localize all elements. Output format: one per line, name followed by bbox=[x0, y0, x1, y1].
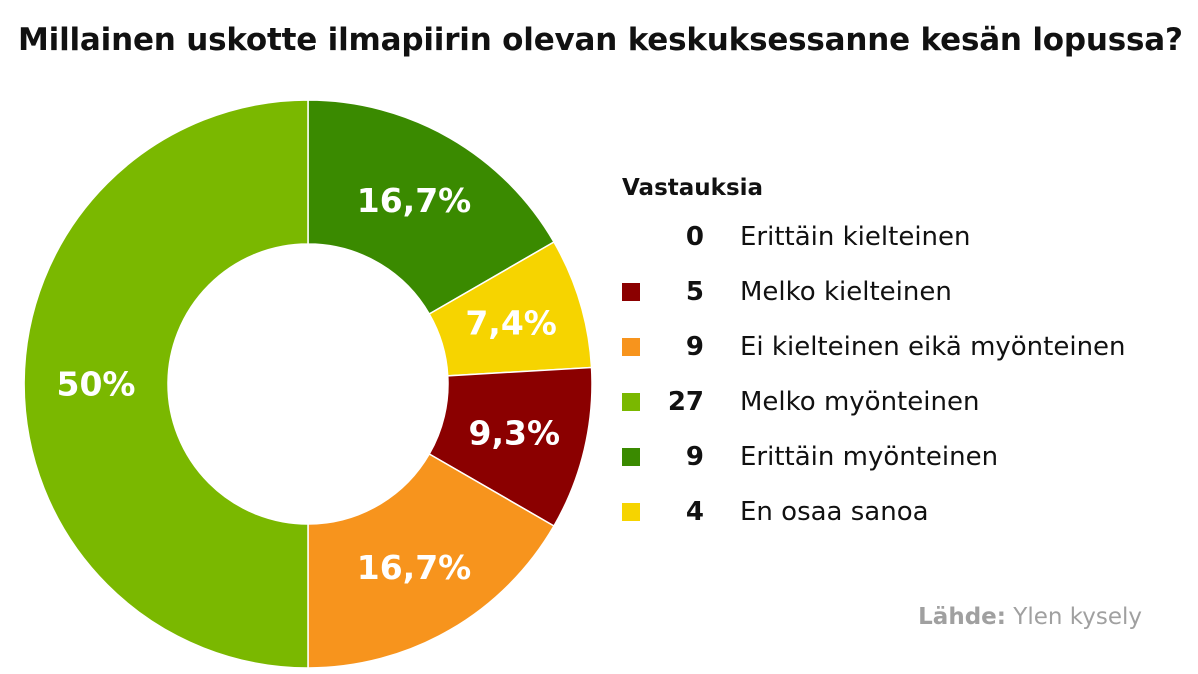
legend-item-melko-myonteinen: 27 Melko myönteinen bbox=[622, 386, 979, 441]
donut-slice-label-4: 50% bbox=[57, 365, 136, 404]
legend-swatch bbox=[622, 448, 640, 466]
legend-label: Erittäin myönteinen bbox=[740, 442, 999, 472]
legend: Vastauksia 0 Erittäin kielteinen 5 Melko… bbox=[622, 172, 1126, 551]
donut-slice-0 bbox=[307, 99, 555, 316]
donut-slices bbox=[23, 99, 593, 669]
source-prefix: Lähde: bbox=[918, 604, 1006, 630]
legend-count: 5 bbox=[685, 277, 704, 307]
donut-slice-labels: 16,7% 7,4% 9,3% 16,7% 50% bbox=[57, 181, 561, 587]
legend-count: 0 bbox=[685, 222, 704, 252]
legend-count: 9 bbox=[685, 442, 704, 472]
source-note: Lähde: Ylen kysely bbox=[918, 604, 1142, 630]
legend-item-erittain-kielteinen: 0 Erittäin kielteinen bbox=[622, 221, 971, 276]
donut-slice-3 bbox=[307, 452, 555, 669]
legend-label: Erittäin kielteinen bbox=[740, 222, 971, 252]
legend-item-erittain-myonteinen: 9 Erittäin myönteinen bbox=[622, 441, 998, 496]
donut-slice-label-3: 16,7% bbox=[357, 548, 472, 587]
chart-title: Millainen uskotte ilmapiirin olevan kesk… bbox=[18, 22, 1183, 58]
legend-swatch bbox=[622, 228, 640, 246]
donut-chart: 16,7% 7,4% 9,3% 16,7% 50% bbox=[23, 99, 593, 669]
legend-label: En osaa sanoa bbox=[740, 497, 929, 527]
legend-title: Vastauksia bbox=[622, 175, 764, 201]
legend-count: 9 bbox=[685, 332, 704, 362]
legend-item-melko-kielteinen: 5 Melko kielteinen bbox=[622, 276, 952, 331]
donut-slice-label-0: 16,7% bbox=[357, 181, 472, 220]
legend-count: 4 bbox=[685, 497, 704, 527]
donut-slice-4 bbox=[23, 99, 309, 669]
legend-item-en-osaa-sanoa: 4 En osaa sanoa bbox=[622, 496, 929, 551]
legend-item-ei-kielteinen-eika-myonteinen: 9 Ei kielteinen eikä myönteinen bbox=[622, 331, 1126, 386]
legend-label: Melko myönteinen bbox=[740, 387, 980, 417]
legend-swatch bbox=[622, 393, 640, 411]
legend-swatch bbox=[622, 503, 640, 521]
legend-label: Melko kielteinen bbox=[740, 277, 952, 307]
legend-swatch bbox=[622, 283, 640, 301]
legend-swatch bbox=[622, 338, 640, 356]
source-text: Ylen kysely bbox=[1013, 604, 1142, 630]
donut-slice-label-1: 7,4% bbox=[465, 304, 557, 343]
legend-label: Ei kielteinen eikä myönteinen bbox=[740, 332, 1126, 362]
donut-slice-label-2: 9,3% bbox=[469, 413, 561, 452]
legend-count: 27 bbox=[667, 387, 704, 417]
